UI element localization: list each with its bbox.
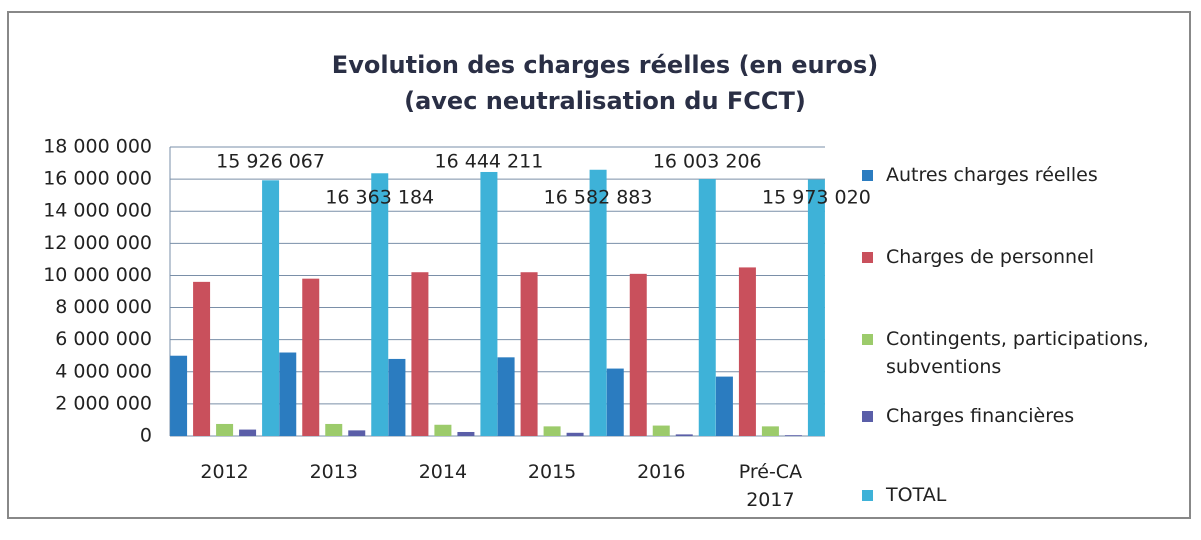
chart-subtitle: (avec neutralisation du FCCT) [404,87,806,115]
bar [566,432,584,436]
legend-swatch [862,170,873,181]
x-tick-label: 2015 [527,461,577,483]
bar [457,431,475,436]
bar [193,281,211,436]
y-tick-label: 12 000 000 [43,232,152,254]
bar [497,357,515,436]
bar [411,272,429,436]
y-tick-label: 18 000 000 [43,136,152,158]
y-tick-label: 4 000 000 [55,360,152,382]
x-tick-label: 2014 [418,461,468,483]
bar [279,352,297,436]
legend-label: Charges financières [886,405,1075,427]
chart-title: Evolution des charges réelles (en euros) [332,51,878,79]
legend-label: TOTAL [886,484,947,506]
y-tick-label: 10 000 000 [43,264,152,286]
bar [371,173,389,437]
y-tick-label: 6 000 000 [55,328,152,350]
data-label: 16 363 184 [325,187,434,209]
bar [325,423,343,436]
legend-item: TOTAL [862,481,1196,509]
data-label: 16 003 206 [653,151,762,173]
bar [715,376,733,436]
x-tick-label: 2016 [637,461,686,483]
legend-item: Autres charges réelles [862,161,1196,189]
bar [606,368,624,436]
bar [520,272,538,436]
bar [761,426,779,436]
bar [629,273,647,436]
bar [434,424,452,436]
bar [302,278,320,436]
bar [738,267,756,436]
bar [698,179,716,436]
y-tick-label: 8 000 000 [55,296,152,318]
bar [652,425,670,436]
bar [216,423,234,436]
legend-swatch [862,411,873,422]
legend-item: Charges financières [862,402,1196,430]
y-tick-label: 16 000 000 [43,168,152,190]
legend-item: Contingents, participations, subventions [862,325,1196,381]
data-label: 15 973 020 [762,187,871,209]
bar [807,179,825,436]
legend-swatch [862,334,873,345]
bar [589,169,607,436]
data-label: 16 444 211 [435,151,544,173]
bar [348,430,366,436]
bar [239,429,257,436]
legend-label: Contingents, participations, subventions [886,328,1149,378]
y-tick-label: 2 000 000 [55,392,152,414]
legend-item: Charges de personnel [862,243,1196,271]
bar [784,435,802,436]
legend-swatch [862,490,873,501]
bar [170,355,188,436]
bar [480,171,498,436]
legend-label: Charges de personnel [886,246,1095,268]
y-tick-label: 14 000 000 [43,200,152,222]
bar [675,434,693,436]
x-tick-label: Pré-CA 2017 [738,461,803,511]
bar [543,426,561,436]
legend-label: Autres charges réelles [886,164,1098,186]
x-tick-label: 2012 [200,461,249,483]
bar [388,358,406,436]
data-label: 16 582 883 [544,187,653,209]
legend-swatch [862,252,873,263]
data-label: 15 926 067 [216,151,325,173]
frame [7,11,1191,519]
y-tick-label: 0 [140,425,152,447]
bar [262,180,280,436]
x-tick-label: 2013 [309,461,358,483]
